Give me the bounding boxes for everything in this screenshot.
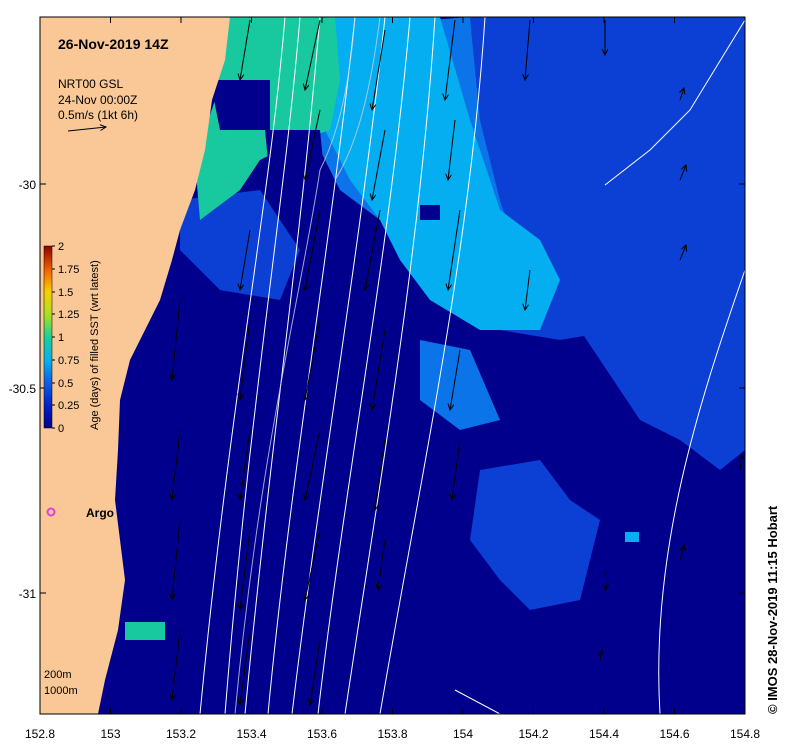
vector-scale-label: 0.5m/s (1kt 6h) (58, 108, 138, 122)
colorbar-tick-label: 1.5 (58, 287, 73, 299)
colorbar-tick-label: 1 (58, 332, 64, 344)
map-plot-area (40, 17, 745, 714)
ocean-blue-patch-south (470, 460, 600, 610)
isobath-lines (234, 17, 381, 714)
x-tick-label: 154.4 (589, 727, 619, 741)
colorbar-tick-label: 1.25 (58, 309, 79, 321)
depth-label-200m: 200m (44, 669, 72, 681)
ocean-blue-field-west (180, 190, 300, 300)
x-tick-label: 153.6 (307, 727, 337, 741)
x-axis-labels: 152.8 153 153.2 153.4 153.6 153.8 154 15… (25, 727, 760, 741)
vector-scale-arrow (67, 127, 106, 132)
date-title: 26-Nov-2019 14Z (58, 36, 169, 52)
ocean-mid-blue-patch (420, 340, 500, 430)
x-tick-label: 154 (453, 727, 473, 741)
x-tick-label: 153 (100, 727, 120, 741)
x-tick-label: 154.6 (659, 727, 689, 741)
land-mass (40, 17, 230, 714)
coastal-deep-patch-2 (265, 130, 325, 180)
current-light-blue-band (320, 17, 560, 330)
x-tick-label: 153.2 (166, 727, 196, 741)
contour-lines (199, 17, 745, 714)
y-tick-label: -30.5 (9, 382, 37, 396)
coastal-green-cell-south (125, 622, 165, 640)
coastal-deep-patch (210, 80, 270, 130)
deep-cell (420, 205, 440, 220)
colorbar-tick-label: 1.75 (58, 264, 79, 276)
y-tick-label: -31 (19, 587, 37, 601)
colorbar-tick-label: 0.75 (58, 355, 79, 367)
colorbar-title: Age (days) of filled SST (wrt latest) (89, 260, 101, 430)
colorbar-tick-label: 2 (58, 241, 64, 253)
argo-label: Argo (86, 506, 114, 520)
depth-label-1000m: 1000m (44, 685, 78, 697)
x-tick-label: 153.8 (377, 727, 407, 741)
product-time: 24-Nov 00:00Z (58, 93, 137, 107)
y-tick-label: -30 (19, 178, 37, 192)
x-tick-label: 153.4 (236, 727, 266, 741)
colorbar: 2 1.75 1.5 1.25 1 0.75 0.5 0.25 0 Age (d… (43, 241, 101, 435)
x-tick-label: 154.2 (518, 727, 548, 741)
light-blue-cell (625, 532, 639, 542)
x-axis-ticks (39, 17, 746, 714)
y-axis-labels: -30 -30.5 -31 (9, 178, 37, 601)
ocean-blue-field-east (470, 17, 745, 470)
colorbar-gradient (43, 245, 53, 429)
colorbar-tick-label: 0 (58, 423, 64, 435)
credit-text: © IMOS 28-Nov-2019 11:15 Hobart (765, 505, 780, 714)
colorbar-tick-label: 0.5 (58, 378, 73, 390)
product-label: NRT00 GSL (58, 77, 123, 91)
x-tick-label: 154.8 (730, 727, 760, 741)
current-vectors (172, 19, 742, 705)
argo-float-marker[interactable] (46, 507, 56, 517)
colorbar-tick-label: 0.25 (58, 400, 79, 412)
x-tick-label: 152.8 (25, 727, 55, 741)
